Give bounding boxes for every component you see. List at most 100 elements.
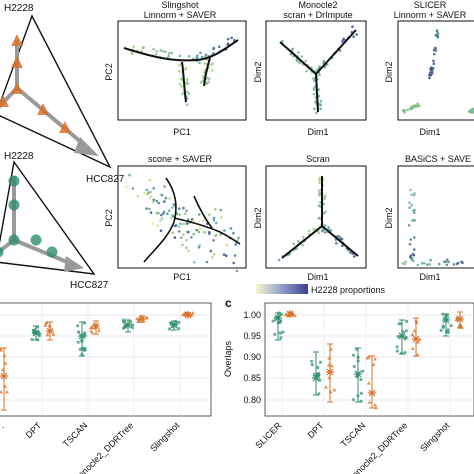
cell-point [224,254,228,257]
cell-point [312,92,316,96]
cell-point [312,227,316,231]
cell-point [335,241,338,245]
cell-point [177,230,181,233]
cell-point [211,62,215,65]
cell-point [156,224,159,227]
cell-point [208,77,211,80]
cell-point [155,50,159,53]
cell-point [178,64,181,67]
replicate-marker [316,365,320,370]
y-axis-label: Dim2 [384,207,394,228]
replicate-marker [395,345,399,349]
replicate-marker [0,348,4,352]
cell-point [198,61,201,65]
cell-point [148,179,152,182]
cell-point [434,33,438,37]
cell-point [192,219,195,222]
waypoint-circle [30,234,42,246]
cell-point [447,260,450,264]
cell-point [432,59,435,63]
cell-point [181,92,184,96]
cell-point [430,66,433,69]
cell-point [182,222,185,226]
cell-point [147,191,150,194]
vertex-label-right: HCC827 [86,174,125,185]
cell-point [187,54,191,58]
cell-point [214,208,217,211]
plot-frame [397,165,474,269]
cell-point [404,260,408,264]
cell-point [307,229,311,233]
cell-point [225,244,229,247]
replicate-marker [5,389,10,394]
cell-point [349,251,352,254]
cell-point [413,192,416,195]
cell-point [229,227,233,230]
mean-marker [170,321,178,329]
cell-point [160,193,164,197]
replicate-marker [97,328,102,333]
cell-point [179,77,182,81]
arrowhead [64,256,84,272]
cell-point [148,207,151,211]
vertex-label-top: H2228 [4,151,34,162]
cell-point [146,193,149,196]
cell-point [413,248,416,251]
cell-point [445,263,449,267]
cell-point [210,69,214,72]
plot-frame [117,20,247,121]
cell-point [416,263,420,267]
waypoint-circle [46,246,58,258]
cell-point [128,173,131,177]
replicate-marker [78,347,82,351]
replicate-marker [273,332,277,336]
cell-point [296,59,299,63]
cell-point [409,254,413,257]
replicate-marker [373,356,378,361]
trajectory-path [13,238,73,266]
cell-point [136,195,140,198]
y-axis-label: Dim2 [253,61,263,82]
cell-point [292,242,295,246]
y-axis-label: PC2 [104,63,114,81]
cell-point [291,47,295,51]
cell-point [323,197,327,200]
cell-point [182,233,185,236]
cell-point [145,188,149,192]
plot-frame [117,165,247,269]
replicate-marker [80,352,84,357]
cell-point [131,52,134,55]
cell-point [179,222,182,225]
panel-title: scone + SAVER [148,154,213,164]
cell-point [410,193,413,196]
x-tick-label: Slingshot [418,420,452,454]
panel-scran: Scran Dim1 Dim2 [253,154,367,282]
plot-frame [265,20,367,121]
cell-point [199,81,203,84]
cell-point [180,85,183,88]
cell-point [212,52,215,55]
cell-point [212,216,216,220]
replicate-marker [90,330,95,335]
cell-point [209,249,213,253]
cell-point [171,231,174,235]
replicate-marker [457,324,462,329]
replicate-marker [446,328,450,332]
vertex-label-right: HCC827 [70,280,109,291]
replicate-marker [351,398,355,402]
cell-point [321,229,324,233]
cell-point [149,195,153,198]
replicate-marker [354,347,359,351]
cell-point [338,49,342,52]
replicate-marker [168,327,172,331]
mean-marker [312,374,320,382]
cell-point [195,228,198,232]
y-tick-label: 0.90 [243,352,261,362]
cell-point [178,213,182,216]
waypoint-circle [8,175,20,187]
mean-marker [354,370,362,378]
cell-point [157,211,160,215]
cell-point [203,62,206,65]
cell-point [185,209,188,212]
replicate-marker [76,324,80,328]
